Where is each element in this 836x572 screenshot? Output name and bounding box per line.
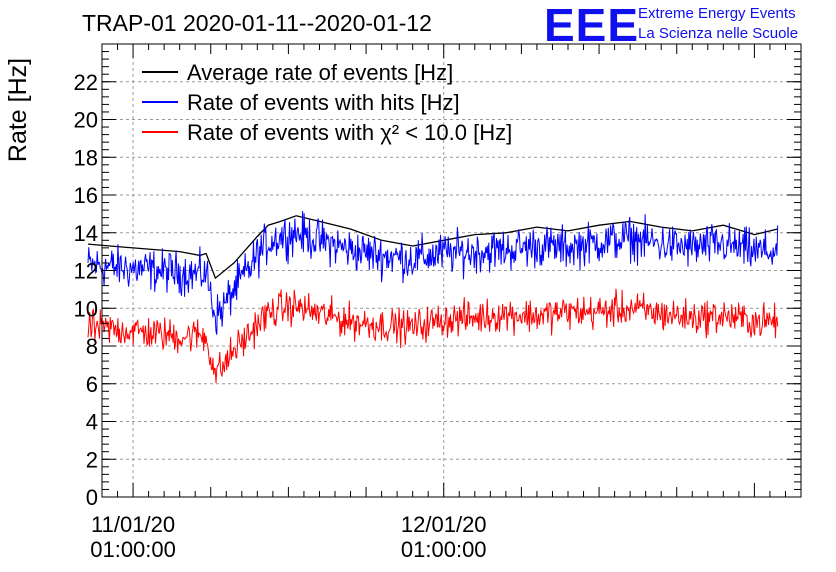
y-axis-title: Rate [Hz] <box>4 58 32 162</box>
y-tick-label: 16 <box>74 183 98 208</box>
logo-line-2: La Scienza nelle Scuole <box>638 25 799 42</box>
y-tick-label: 8 <box>86 334 98 359</box>
y-tick-labels: 0 2 4 6 8 10 12 14 16 18 20 22 <box>74 70 98 510</box>
y-tick-label: 2 <box>86 447 98 472</box>
y-tick-label: 6 <box>86 372 98 397</box>
x-tick-label-date: 12/01/20 <box>401 512 487 537</box>
tick-layer <box>102 43 801 498</box>
y-tick-label: 10 <box>74 296 98 321</box>
eee-logo-text: Extreme Energy Events La Scienza nelle S… <box>638 4 798 44</box>
x-tick-label-date: 11/01/20 <box>91 512 175 537</box>
legend-label-average: Average rate of events [Hz] <box>187 60 453 85</box>
logo-line-1: Extreme Energy Events <box>638 5 796 22</box>
y-tick-label: 22 <box>74 70 98 95</box>
x-tick-label-time: 01:00:00 <box>401 537 487 562</box>
legend: Average rate of events [Hz] Rate of even… <box>142 60 512 145</box>
y-tick-label: 18 <box>74 145 98 170</box>
y-tick-label: 4 <box>86 410 98 435</box>
eee-logo: EEE <box>544 0 640 51</box>
chart-title: TRAP-01 2020-01-11--2020-01-12 <box>82 10 432 36</box>
legend-label-hits: Rate of events with hits [Hz] <box>187 90 460 115</box>
y-tick-label: 14 <box>74 221 98 246</box>
series-chi2-line <box>87 288 779 384</box>
series-hits-line <box>87 210 779 335</box>
series-layer <box>87 210 779 384</box>
y-tick-label: 12 <box>74 259 98 284</box>
legend-label-chi2: Rate of events with χ² < 10.0 [Hz] <box>187 120 512 145</box>
y-tick-label: 20 <box>74 108 98 133</box>
y-tick-label: 0 <box>86 485 98 510</box>
x-tick-label-time: 01:00:00 <box>90 537 176 562</box>
series-average-line <box>87 215 778 280</box>
